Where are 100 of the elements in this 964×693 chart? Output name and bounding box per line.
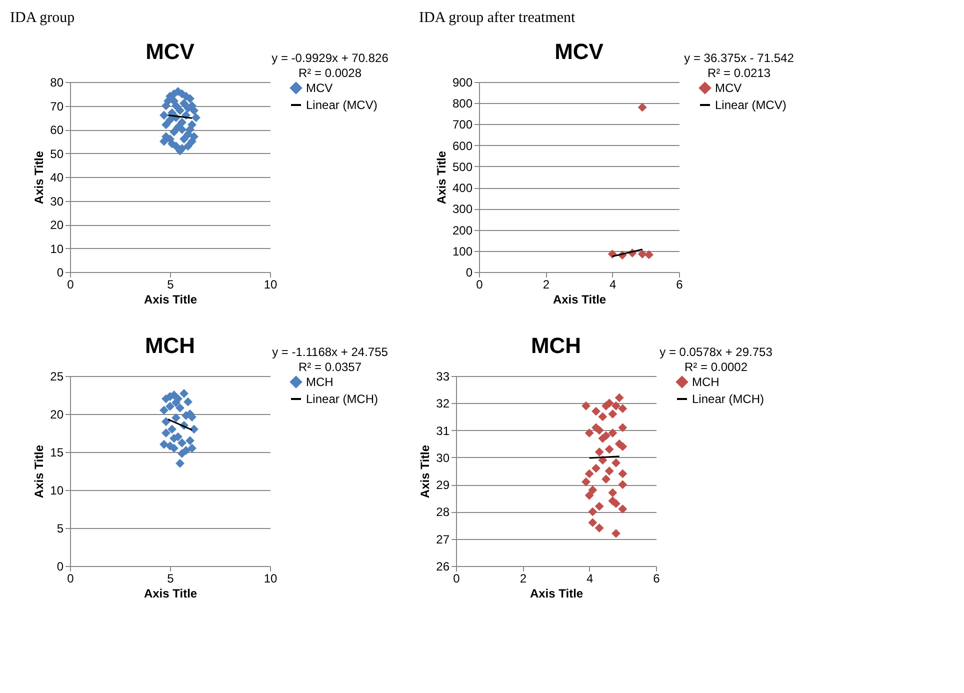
y-tick-label: 30	[436, 450, 450, 465]
point	[584, 469, 594, 478]
y-tick-label: 0	[56, 560, 64, 574]
y-tick-label: 50	[50, 146, 64, 161]
point	[188, 444, 196, 453]
point	[604, 444, 614, 454]
text: R² = 0.0028	[298, 66, 362, 80]
point	[160, 110, 168, 120]
point	[618, 404, 628, 414]
point	[608, 410, 618, 418]
point	[594, 448, 604, 456]
x-tick-label: 0	[476, 278, 484, 292]
point	[618, 504, 628, 514]
y-axis-title: Axis Title	[418, 444, 432, 498]
text: y = 36.375x - 71.542	[684, 51, 794, 65]
point	[612, 458, 620, 468]
y-tick-label: 28	[436, 505, 450, 520]
point	[178, 449, 186, 458]
x-tick-label: 5	[167, 572, 174, 586]
legend-label: Linear (MCV)	[306, 98, 378, 112]
text: y = 0.0578x + 29.753	[660, 345, 773, 359]
x-tick-label: 0	[67, 278, 74, 292]
chart-title: MCH	[144, 333, 196, 358]
text: R² = 0.0357	[298, 360, 362, 374]
point	[604, 466, 614, 476]
point	[618, 480, 628, 490]
y-tick-label: 70	[50, 99, 64, 114]
y-tick-label: 20	[50, 408, 64, 422]
text: y = -1.1168x + 24.755	[272, 345, 388, 359]
y-tick-label: 900	[452, 76, 473, 90]
y-tick-label: 31	[436, 424, 450, 438]
y-tick-label: 27	[436, 532, 450, 546]
y-tick-label: 80	[50, 76, 64, 90]
y-tick-label: 400	[452, 181, 473, 196]
legend-label: Linear (MCV)	[715, 98, 786, 112]
y-tick-label: 500	[452, 160, 473, 174]
y-tick-label: 800	[452, 96, 473, 111]
point	[598, 412, 608, 422]
y-tick-label: 0	[466, 266, 473, 280]
x-tick-label: 10	[264, 572, 278, 586]
y-tick-label: 32	[436, 396, 450, 411]
point	[608, 488, 618, 498]
point	[178, 125, 186, 134]
y-tick-label: 600	[452, 138, 473, 153]
point	[180, 134, 188, 144]
x-tick-label: 6	[653, 572, 660, 586]
y-tick-label: 0	[56, 266, 64, 280]
y-tick-label: 5	[56, 522, 64, 536]
point	[166, 441, 174, 450]
y-tick-label: 30	[50, 194, 64, 208]
point	[594, 524, 604, 532]
y-axis-title: Axis Title	[32, 444, 46, 498]
point	[608, 428, 618, 438]
x-tick-label: 4	[609, 278, 616, 292]
point	[166, 402, 174, 411]
point	[160, 440, 168, 449]
text: y = -0.9929x + 70.826	[272, 51, 389, 65]
point	[584, 428, 594, 438]
point	[170, 127, 178, 136]
point	[588, 518, 598, 528]
point	[612, 528, 620, 538]
point	[184, 397, 192, 406]
text: R² = 0.0213	[707, 66, 771, 80]
x-tick-label: 5	[167, 278, 174, 292]
point	[614, 393, 624, 402]
y-tick-label: 15	[50, 446, 64, 460]
legend-label: MCV	[715, 81, 742, 95]
legend-label: MCV	[306, 81, 333, 95]
point	[162, 417, 170, 426]
y-tick-label: 300	[452, 202, 473, 216]
point	[644, 250, 654, 260]
legend-label: MCH	[692, 375, 720, 389]
point	[168, 424, 176, 434]
point	[612, 401, 620, 410]
x-axis-title: Axis Title	[144, 586, 198, 600]
y-tick-label: 700	[452, 118, 473, 132]
point	[160, 406, 168, 415]
x-axis-title: Axis Title	[530, 586, 584, 600]
point	[618, 469, 628, 478]
y-tick-label: 26	[436, 560, 450, 574]
point	[192, 113, 200, 122]
point	[582, 401, 590, 410]
legend-label: Linear (MCH)	[692, 392, 764, 406]
y-tick-label: 29	[436, 478, 450, 492]
point	[618, 423, 628, 432]
chart-subtitle: IDA group after treatment	[419, 10, 576, 26]
y-axis-title: Axis Title	[434, 150, 448, 204]
y-tick-label: 10	[50, 484, 64, 498]
x-tick-label: 6	[676, 278, 684, 292]
point	[180, 389, 188, 398]
point	[186, 436, 194, 446]
y-tick-label: 60	[50, 123, 64, 137]
point	[594, 502, 604, 511]
chart-subtitle: IDA group	[10, 10, 75, 26]
point	[638, 102, 647, 112]
point	[176, 403, 184, 412]
y-tick-label: 100	[452, 244, 473, 258]
x-tick-label: 10	[264, 278, 278, 292]
point	[178, 438, 186, 448]
point	[176, 458, 184, 468]
